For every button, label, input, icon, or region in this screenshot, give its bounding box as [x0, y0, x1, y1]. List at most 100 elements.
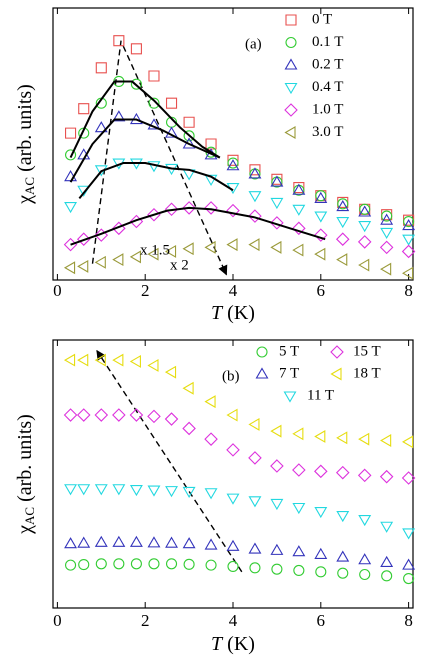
marker: [403, 572, 415, 585]
x-tick-label: 2: [141, 281, 150, 300]
marker: [248, 417, 260, 431]
marker: [182, 242, 194, 256]
marker: [292, 463, 306, 477]
marker: [94, 121, 108, 133]
marker: [402, 528, 416, 540]
legend-marker: [284, 82, 298, 95]
marker: [226, 238, 238, 252]
marker: [183, 558, 195, 570]
marker: [401, 244, 416, 259]
marker: [147, 161, 161, 173]
marker: [314, 547, 328, 559]
marker: [78, 559, 90, 571]
marker: [164, 412, 179, 426]
marker: [315, 566, 327, 578]
marker: [204, 174, 218, 186]
marker: [358, 515, 372, 527]
x-label-symbol: T: [211, 633, 224, 655]
marker: [129, 250, 141, 264]
marker: [165, 126, 178, 138]
marker: [402, 219, 416, 231]
marker: [358, 432, 370, 446]
dashed-arrow: [96, 349, 243, 573]
marker: [205, 559, 217, 571]
annotation: x 1.5: [140, 242, 170, 258]
marker: [336, 510, 350, 523]
marker: [402, 435, 414, 449]
x-axis-label: T (K): [211, 633, 255, 655]
marker: [381, 570, 393, 582]
marker: [165, 558, 178, 570]
marker: [380, 434, 392, 447]
x-tick-label: 6: [317, 611, 326, 630]
marker: [130, 43, 142, 55]
marker: [226, 493, 240, 505]
legend-marker: [256, 346, 268, 358]
x-tick-label: 8: [404, 611, 413, 630]
marker: [130, 558, 142, 570]
marker: [248, 496, 262, 508]
marker: [147, 485, 161, 497]
marker: [76, 232, 91, 246]
x-label-unit: (K): [222, 633, 255, 655]
legend-marker: [285, 14, 297, 26]
marker: [165, 536, 178, 548]
marker: [182, 486, 196, 499]
marker: [129, 535, 143, 547]
marker: [65, 127, 77, 139]
legend-label: 0.1 T: [312, 34, 343, 50]
marker: [65, 559, 77, 571]
marker: [380, 555, 394, 567]
marker: [204, 488, 218, 500]
marker: [226, 443, 240, 457]
marker: [248, 209, 262, 223]
marker: [381, 210, 393, 222]
marker: [129, 408, 144, 422]
marker: [402, 266, 414, 280]
x-tick-label: 0: [53, 281, 62, 300]
marker: [337, 198, 349, 210]
marker: [94, 484, 108, 496]
y-label-subscript: AC: [22, 507, 37, 525]
marker: [182, 537, 196, 549]
marker: [205, 138, 217, 150]
x-tick-label: 8: [404, 281, 413, 300]
marker: [270, 424, 282, 438]
legend-marker: [284, 103, 298, 117]
x-label-symbol: T: [211, 302, 224, 324]
marker: [112, 535, 126, 547]
legend-label: 0 T: [312, 11, 332, 27]
marker: [380, 521, 394, 533]
marker: [292, 204, 306, 216]
marker: [148, 558, 160, 570]
marker: [401, 471, 416, 485]
legend-label: 1.0 T: [312, 101, 343, 117]
marker: [94, 255, 106, 269]
marker: [183, 130, 195, 142]
marker: [78, 103, 90, 115]
marker: [148, 97, 160, 109]
marker: [63, 408, 78, 422]
marker: [270, 498, 284, 511]
marker: [358, 221, 372, 233]
dashed-arrow: [122, 45, 228, 276]
y-label-unit: (arb. units): [14, 84, 36, 177]
marker: [379, 240, 394, 255]
marker: [270, 240, 282, 254]
legend-label: 0.4 T: [312, 79, 343, 95]
marker: [182, 421, 196, 436]
marker: [63, 261, 76, 275]
x-tick-label: 0: [53, 611, 62, 630]
marker: [164, 244, 177, 258]
x-tick-label: 6: [317, 281, 326, 300]
marker: [227, 560, 239, 573]
marker: [335, 232, 350, 246]
marker: [204, 538, 218, 550]
legend-marker: [285, 36, 297, 49]
marker: [63, 353, 76, 367]
marker: [271, 563, 283, 575]
marker: [336, 253, 348, 267]
marker: [314, 247, 326, 261]
y-label-subscript: AC: [22, 177, 37, 195]
